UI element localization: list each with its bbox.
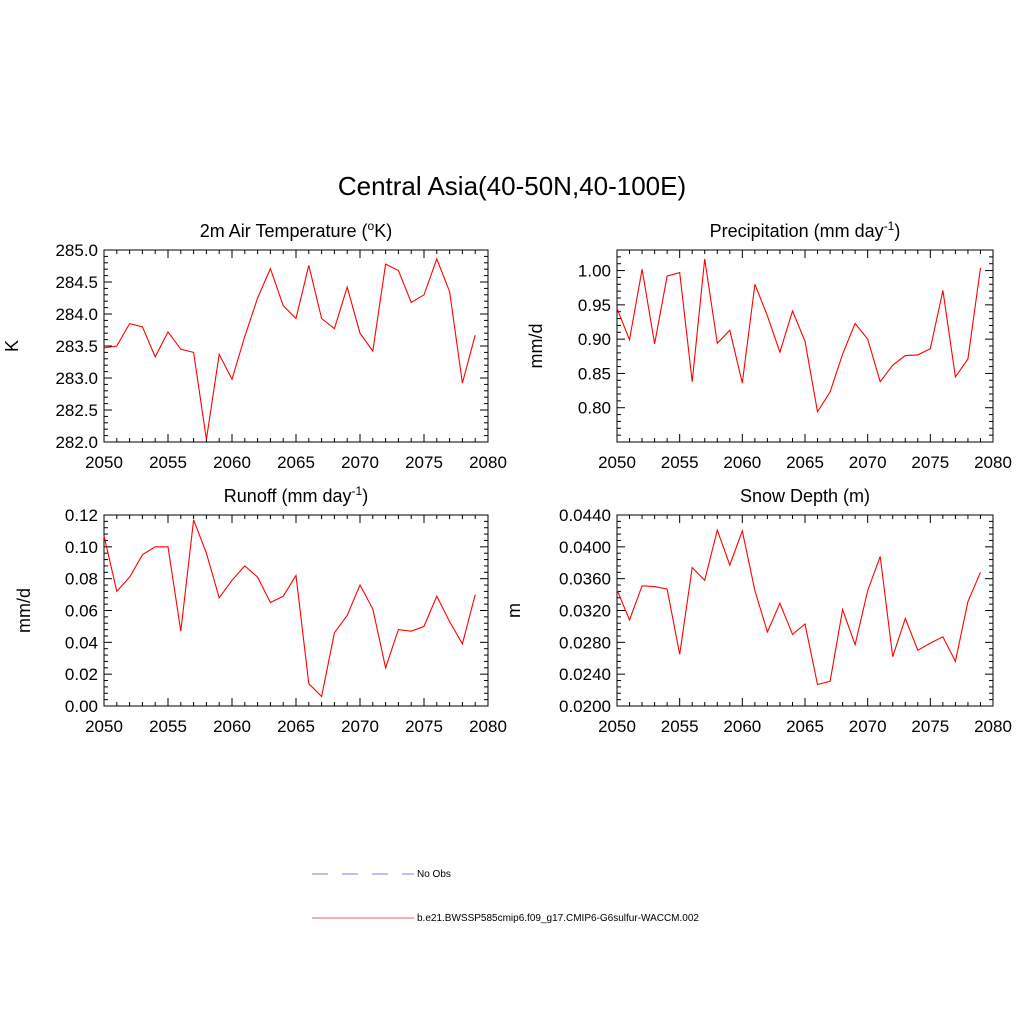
- x-tick-label: 2070: [849, 453, 887, 472]
- panel-runoff: 2050 2055 2060 2065 2070 2075 2080 0.00 0.02 0.04…: [14, 484, 507, 736]
- panel-title-tail: K): [374, 221, 392, 241]
- y-tick-label: 0.12: [65, 506, 98, 525]
- y-tick-label: 0.90: [578, 330, 611, 349]
- y-tick-label: 283.0: [55, 369, 98, 388]
- y-tick-label: 0.04: [65, 633, 98, 652]
- x-tick-label: 2080: [974, 717, 1012, 736]
- y-tick-label: 0.02: [65, 665, 98, 684]
- y-tick-label: 0.00: [65, 697, 98, 716]
- series-line: [103, 519, 476, 698]
- y-tick-label: 0.06: [65, 602, 98, 621]
- x-tick-label: 2065: [786, 717, 824, 736]
- y-tick-label: 0.80: [578, 399, 611, 418]
- panel-title-superscript: o: [368, 219, 375, 233]
- y-axis-label: K: [2, 340, 22, 352]
- panels: 2050 2055 2060 2065 2070 2075 2080 282.0 282.5 28…: [2, 219, 1012, 736]
- x-tick-label: 2070: [341, 717, 379, 736]
- panel-title-tail: ): [894, 221, 900, 241]
- x-tick-label: 2080: [974, 453, 1012, 472]
- panel-air-temperature: 2050 2055 2060 2065 2070 2075 2080 282.0 282.5 28…: [2, 219, 507, 472]
- panel-title-text: Runoff (mm day: [224, 486, 352, 506]
- y-tick-label: 0.0400: [559, 538, 611, 557]
- y-tick-label: 283.5: [55, 337, 98, 356]
- legend: No Obs b.e21.BWSSP585cmip6.f09_g17.CMIP6…: [312, 869, 699, 924]
- x-tick-label: 2065: [786, 453, 824, 472]
- x-tick-label: 2075: [405, 717, 443, 736]
- panel-title: Precipitation (mm day-1): [710, 219, 901, 241]
- x-tick-label: 2075: [911, 717, 949, 736]
- x-tick-label: 2050: [598, 453, 636, 472]
- panel-title: Runoff (mm day-1): [224, 484, 368, 506]
- x-tick-label: 2075: [911, 453, 949, 472]
- x-tick-label: 2060: [213, 453, 251, 472]
- panel-title-text: Precipitation (mm day: [710, 221, 884, 241]
- panel-title: 2m Air Temperature (oK): [200, 219, 392, 241]
- y-tick-label: 0.0360: [559, 570, 611, 589]
- panel-title-text: 2m Air Temperature (: [200, 221, 368, 241]
- y-tick-label: 284.0: [55, 305, 98, 324]
- legend-label-no-obs: No Obs: [417, 869, 451, 880]
- x-tick-label: 2055: [661, 717, 699, 736]
- x-tick-label: 2065: [277, 453, 315, 472]
- series-line: [616, 528, 982, 686]
- panel-snow-depth: 2050 2055 2060 2065 2070 2075 2080 0.0200 0.0240…: [504, 486, 1012, 736]
- y-tick-label: 0.0280: [559, 633, 611, 652]
- y-tick-label: 0.95: [578, 296, 611, 315]
- series-line: [616, 258, 982, 414]
- x-tick-label: 2050: [85, 717, 123, 736]
- x-tick-label: 2060: [723, 717, 761, 736]
- y-tick-label: 0.10: [65, 538, 98, 557]
- y-tick-label: 0.0200: [559, 697, 611, 716]
- x-tick-label: 2080: [469, 453, 507, 472]
- y-tick-label: 285.0: [55, 241, 98, 260]
- legend-label-model-run: b.e21.BWSSP585cmip6.f09_g17.CMIP6-G6sulf…: [417, 913, 699, 924]
- panel-title-text: Snow Depth (m): [740, 486, 870, 506]
- panel-title-superscript: -1: [352, 484, 363, 498]
- main-title: Central Asia(40-50N,40-100E): [338, 171, 686, 201]
- y-tick-label: 0.08: [65, 570, 98, 589]
- y-tick-label: 282.0: [55, 433, 98, 452]
- x-tick-label: 2070: [849, 717, 887, 736]
- x-tick-label: 2060: [213, 717, 251, 736]
- x-tick-label: 2050: [598, 717, 636, 736]
- y-tick-label: 282.5: [55, 401, 98, 420]
- x-tick-label: 2080: [469, 717, 507, 736]
- y-tick-label: 0.0320: [559, 602, 611, 621]
- y-axis-label: mm/d: [14, 588, 34, 633]
- x-tick-label: 2050: [85, 453, 123, 472]
- y-tick-label: 0.0440: [559, 506, 611, 525]
- y-axis-label: m: [504, 603, 524, 618]
- panel-title-superscript: -1: [884, 219, 895, 233]
- x-tick-label: 2055: [149, 453, 187, 472]
- panel-title-tail: ): [362, 486, 368, 506]
- x-tick-label: 2075: [405, 453, 443, 472]
- x-tick-label: 2060: [723, 453, 761, 472]
- y-axis-label: mm/d: [526, 324, 546, 369]
- series-line: [103, 257, 476, 440]
- x-tick-label: 2055: [149, 717, 187, 736]
- y-tick-label: 1.00: [578, 262, 611, 281]
- y-tick-label: 0.85: [578, 364, 611, 383]
- panel-title: Snow Depth (m): [740, 486, 870, 506]
- x-tick-label: 2070: [341, 453, 379, 472]
- y-tick-label: 284.5: [55, 273, 98, 292]
- x-tick-label: 2065: [277, 717, 315, 736]
- panel-precipitation: 2050 2055 2060 2065 2070 2075 2080 0.80 0.85 0.90…: [526, 219, 1012, 472]
- x-tick-label: 2055: [661, 453, 699, 472]
- y-tick-label: 0.0240: [559, 665, 611, 684]
